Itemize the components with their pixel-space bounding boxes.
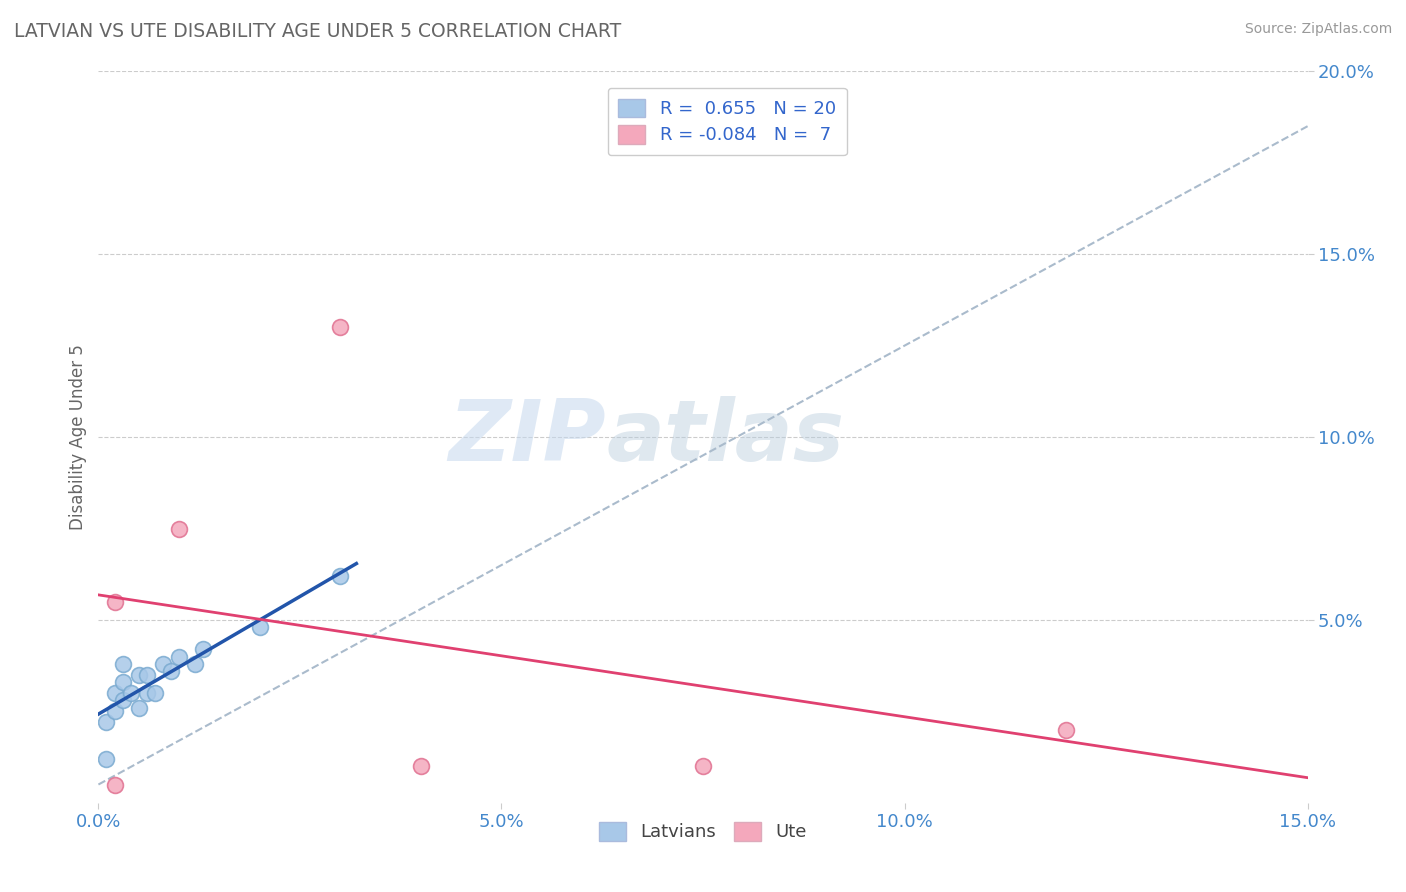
Point — [152, 657, 174, 671]
Text: ZIP: ZIP — [449, 395, 606, 479]
Point — [103, 778, 125, 792]
Text: Source: ZipAtlas.com: Source: ZipAtlas.com — [1244, 22, 1392, 37]
Point — [111, 693, 134, 707]
Point — [329, 320, 352, 334]
Point — [96, 715, 118, 730]
Point — [160, 664, 183, 678]
Point — [120, 686, 142, 700]
Point — [184, 657, 207, 671]
Point — [1054, 723, 1077, 737]
Point — [249, 620, 271, 634]
Point — [128, 667, 150, 681]
Point — [128, 700, 150, 714]
Point — [103, 705, 125, 719]
Point — [111, 675, 134, 690]
Point — [692, 759, 714, 773]
Point — [167, 521, 190, 535]
Legend: Latvians, Ute: Latvians, Ute — [592, 814, 814, 848]
Point — [409, 759, 432, 773]
Text: LATVIAN VS UTE DISABILITY AGE UNDER 5 CORRELATION CHART: LATVIAN VS UTE DISABILITY AGE UNDER 5 CO… — [14, 22, 621, 41]
Y-axis label: Disability Age Under 5: Disability Age Under 5 — [69, 344, 87, 530]
Point — [103, 594, 125, 608]
Point — [96, 752, 118, 766]
Point — [135, 686, 157, 700]
Point — [135, 667, 157, 681]
Point — [111, 657, 134, 671]
Point — [167, 649, 190, 664]
Point — [143, 686, 166, 700]
Text: atlas: atlas — [606, 395, 845, 479]
Point — [103, 686, 125, 700]
Point — [329, 569, 352, 583]
Point — [193, 642, 215, 657]
